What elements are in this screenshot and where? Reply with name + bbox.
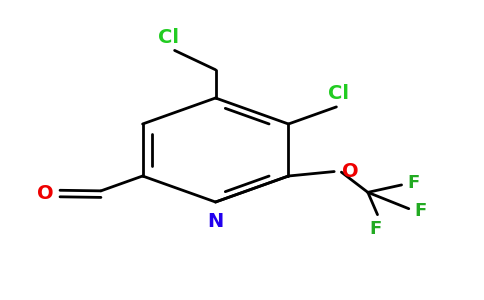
Text: O: O <box>342 162 359 181</box>
Text: F: F <box>414 202 427 220</box>
Text: O: O <box>37 184 53 203</box>
Text: Cl: Cl <box>158 28 180 47</box>
Text: F: F <box>408 174 420 192</box>
Text: F: F <box>369 220 381 238</box>
Text: Cl: Cl <box>328 84 349 103</box>
Text: N: N <box>208 212 224 231</box>
